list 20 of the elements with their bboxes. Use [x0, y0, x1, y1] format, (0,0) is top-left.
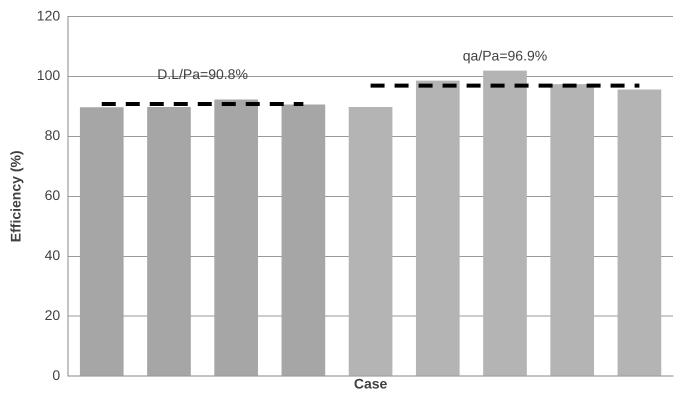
y-tick-label: 60: [44, 187, 60, 204]
y-tick-label: 0: [52, 367, 60, 384]
y-tick-label: 120: [36, 7, 60, 24]
bar: [618, 90, 662, 376]
annotation: D.L/Pa=90.8%: [157, 66, 248, 82]
bar: [282, 104, 326, 376]
bar: [348, 106, 392, 376]
bar: [483, 70, 527, 376]
annotation: qa/Pa=96.9%: [462, 48, 548, 64]
bar: [80, 107, 124, 376]
bar: [214, 99, 258, 376]
y-axis-title: Efficiency (%): [7, 150, 24, 242]
y-tick-label: 100: [36, 67, 60, 84]
y-tick-label: 80: [44, 127, 60, 144]
y-tick-label: 40: [44, 247, 60, 264]
bar: [416, 80, 460, 376]
bar: [147, 106, 191, 376]
y-tick-label: 20: [44, 307, 60, 324]
bar: [550, 84, 594, 376]
x-axis-title: Case: [354, 375, 388, 392]
